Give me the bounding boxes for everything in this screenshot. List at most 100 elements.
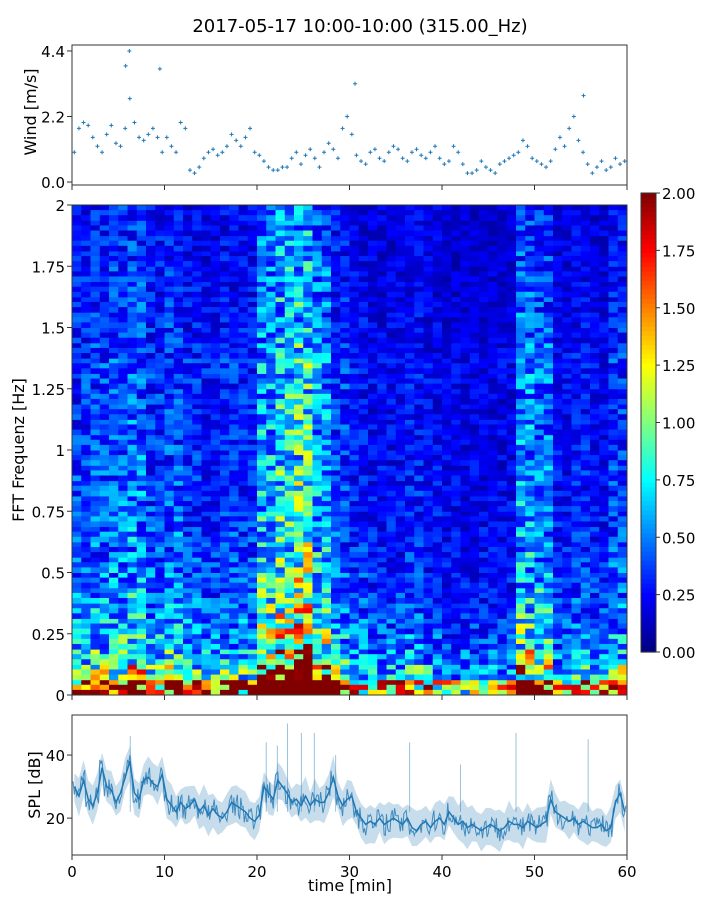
spectrogram-cell	[396, 312, 406, 318]
spectrogram-cell	[451, 256, 461, 262]
spectrogram-cell	[257, 455, 267, 461]
spectrogram-cell	[100, 481, 110, 487]
spectrogram-cell	[276, 501, 286, 507]
spectrogram-cell	[91, 312, 101, 318]
spectrogram-cell	[285, 669, 295, 675]
spectrogram-cell	[192, 322, 202, 328]
spectrogram-cell	[174, 618, 184, 624]
spectrogram-cell	[155, 460, 165, 466]
spectrogram-cell	[192, 501, 202, 507]
spectrogram-cell	[155, 664, 165, 670]
spectrogram-cell	[81, 256, 91, 262]
spectrogram-cell	[451, 205, 461, 211]
spectrogram-cell	[507, 486, 517, 492]
spectrogram-cell	[516, 603, 526, 609]
spectrogram-cell	[211, 664, 221, 670]
spectrogram-cell	[516, 241, 526, 247]
spectrogram-cell	[387, 394, 397, 400]
spectrogram-cell	[211, 363, 221, 369]
spectrogram-cell	[294, 629, 304, 635]
spectrogram-cell	[479, 266, 489, 272]
spectrogram-cell	[461, 455, 471, 461]
spectrogram-cell	[100, 547, 110, 553]
spectrogram-cell	[239, 368, 249, 374]
spectrogram-cell	[488, 578, 498, 584]
spectrogram-cell	[516, 516, 526, 522]
spectrogram-cell	[276, 333, 286, 339]
spectrogram-cell	[424, 644, 434, 650]
spectrogram-cell	[451, 266, 461, 272]
spectrogram-cell	[109, 287, 119, 293]
spectrogram-cell	[303, 210, 313, 216]
spectrogram-cell	[340, 669, 350, 675]
spectrogram-cell	[91, 394, 101, 400]
spectrogram-cell	[91, 542, 101, 548]
spectrogram-cell	[479, 455, 489, 461]
spectrogram-cell	[516, 287, 526, 293]
spectrogram-cell	[488, 414, 498, 420]
spectrogram-cell	[387, 266, 397, 272]
spectrogram-cell	[442, 251, 452, 257]
spectrogram-cell	[118, 266, 128, 272]
spectrogram-cell	[109, 241, 119, 247]
spectrogram-cell	[220, 225, 230, 231]
spectrogram-cell	[109, 506, 119, 512]
spectrogram-cell	[118, 608, 128, 614]
spectrogram-cell	[100, 598, 110, 604]
spectrogram-cell	[516, 328, 526, 334]
spectrogram-cell	[229, 338, 239, 344]
spectrogram-cell	[396, 210, 406, 216]
spectrogram-cell	[220, 419, 230, 425]
spectrogram-cell	[294, 470, 304, 476]
spectrogram-cell	[331, 460, 341, 466]
spectrogram-cell	[488, 532, 498, 538]
spectrogram-cell	[285, 659, 295, 665]
spectrogram-cell	[146, 496, 156, 502]
spectrogram-cell	[91, 379, 101, 385]
spectrogram-cell	[461, 322, 471, 328]
spectrogram-cell	[266, 532, 276, 538]
spectrogram-cell	[442, 297, 452, 303]
spectrogram-cell	[285, 302, 295, 308]
spectrogram-cell	[137, 317, 147, 323]
spectrogram-cell	[294, 317, 304, 323]
spectrogram-cell	[266, 465, 276, 471]
spectrogram-cell	[155, 465, 165, 471]
spectrogram-cell	[109, 379, 119, 385]
spectrogram-cell	[285, 220, 295, 226]
spectrogram-cell	[387, 236, 397, 242]
spectrogram-cell	[331, 481, 341, 487]
spectrogram-cell	[211, 282, 221, 288]
spectrogram-cell	[91, 511, 101, 517]
spectrogram-cell	[303, 220, 313, 226]
spectrogram-cell	[202, 562, 212, 568]
spectrogram-cell	[109, 215, 119, 221]
spectrogram-cell	[146, 379, 156, 385]
spectrogram-cell	[313, 317, 323, 323]
spectrogram-cell	[128, 450, 138, 456]
spectrogram-cell	[479, 583, 489, 589]
spectrogram-cell	[81, 333, 91, 339]
spectrogram-cell	[285, 435, 295, 441]
spectrogram-cell	[442, 618, 452, 624]
spectrogram-cell	[461, 470, 471, 476]
spectrogram-cell	[202, 424, 212, 430]
wind-point	[313, 156, 317, 160]
spectrogram-cell	[91, 231, 101, 237]
spectrogram-cell	[461, 205, 471, 211]
spectrogram-cell	[433, 583, 443, 589]
spectrogram-cell	[128, 659, 138, 665]
spectrogram-cell	[488, 256, 498, 262]
spectrogram-cell	[220, 368, 230, 374]
spectrogram-cell	[414, 629, 424, 635]
spectrogram-cell	[220, 328, 230, 334]
spectrogram-cell	[414, 312, 424, 318]
spectrogram-cell	[137, 618, 147, 624]
spectrogram-cell	[470, 573, 480, 579]
spectrogram-cell	[183, 409, 193, 415]
spectrogram-cell	[248, 511, 258, 517]
spectrogram-cell	[257, 552, 267, 558]
spectrogram-cell	[174, 516, 184, 522]
spectrogram-cell	[368, 680, 378, 686]
spectrogram-cell	[488, 333, 498, 339]
